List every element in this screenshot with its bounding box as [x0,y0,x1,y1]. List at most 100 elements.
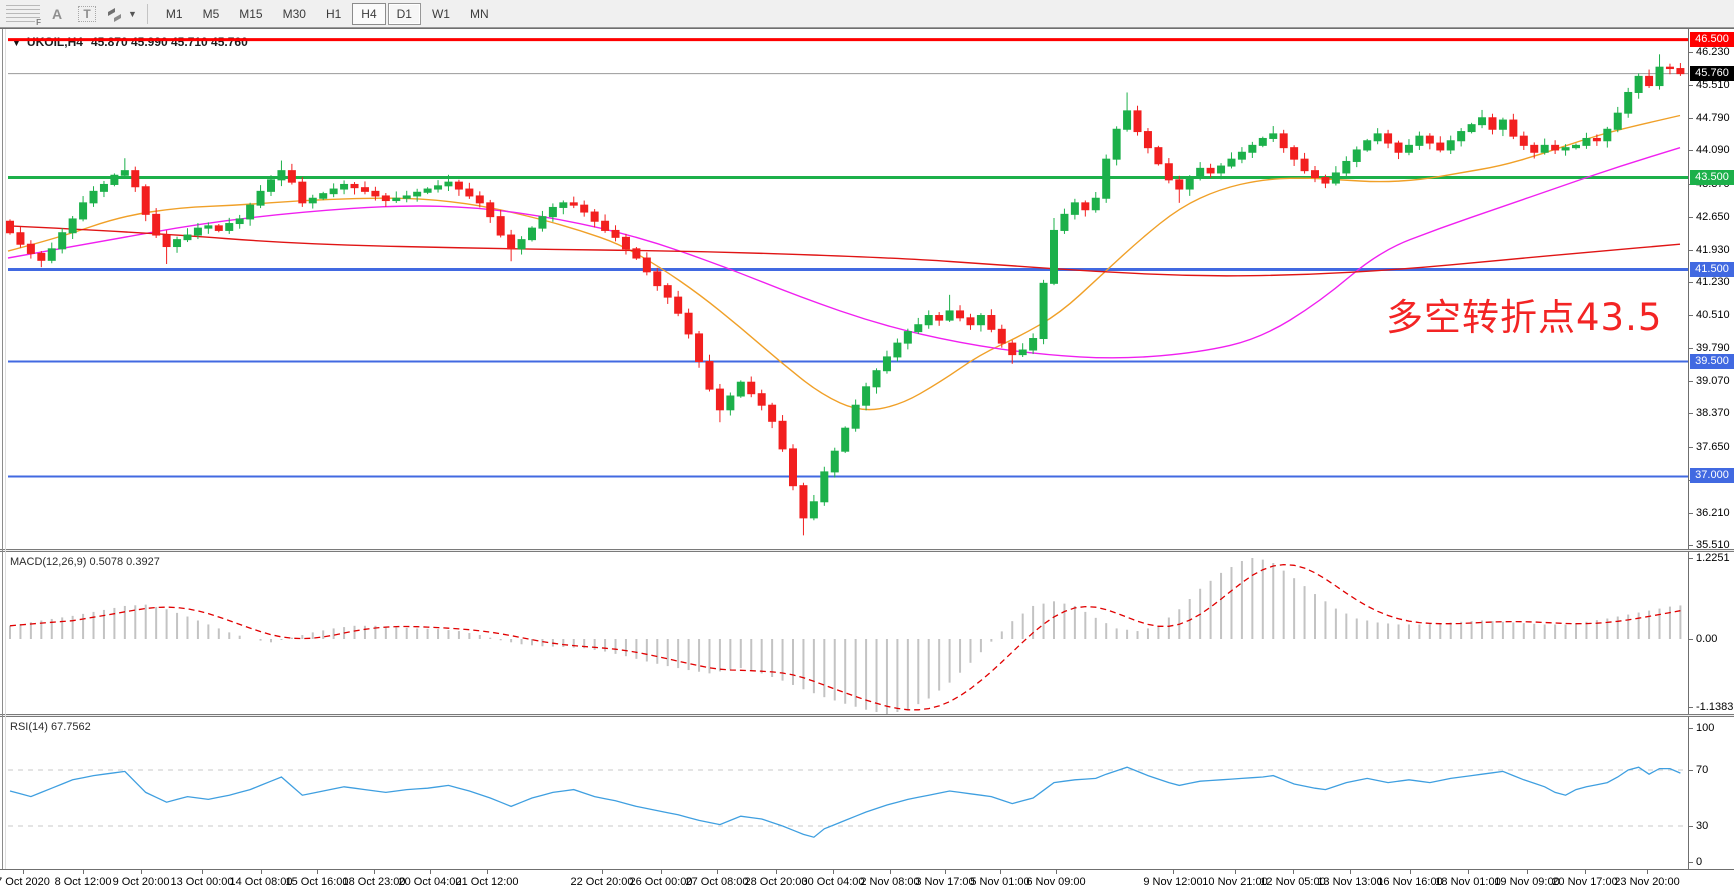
chart-area[interactable]: ▼ UKOIL,H4 45.870 45.990 45.710 45.760 多空转… [0,28,1734,893]
candle-body [340,183,349,190]
symbol-dropdown-marker[interactable]: ▼ [12,38,21,48]
candle-body [454,181,463,190]
candle-body [851,404,860,429]
candle-body [1321,177,1330,184]
candle-body [674,296,683,314]
axis-tick [1689,862,1693,863]
candle-body [1123,110,1132,130]
rsi-panel[interactable]: RSI(14) 67.7562 [0,717,1688,869]
candle-body [131,170,140,188]
price-tick-label: 36.210 [1696,506,1730,519]
candle-body [1279,133,1288,149]
time-axis[interactable]: 7 Oct 2020 8 Oct 12:00 9 Oct 20:00 13 Oct 0… [0,869,1734,893]
candle-body [319,193,328,199]
candle-body [350,183,359,189]
candle-body [246,204,255,220]
time-axis-tick [661,870,662,874]
candle-body [214,225,223,231]
macd-panel[interactable]: MACD(12,26,9) 0.5078 0.3927 [0,552,1688,714]
candle-body [1665,66,1674,70]
timeframe-button-d1[interactable]: D1 [387,2,421,25]
price-tick-label: 41.230 [1696,275,1730,288]
date-label: 20 Nov 17:00 [1552,876,1618,888]
annotation-text[interactable]: 多空转折点43.5 [1386,296,1663,339]
font-tool-button[interactable]: A [44,2,70,26]
timeframe-button-h4[interactable]: H4 [352,2,386,25]
candle-body [329,188,338,195]
date-label: 27 Oct 08:00 [685,876,749,888]
price-tick-label: 38.370 [1696,407,1730,420]
panel-splitter-rsi[interactable] [0,714,1734,717]
candle-body [465,188,474,197]
candle-body [1415,135,1424,146]
date-label: 2 Nov 08:00 [860,876,920,888]
candle-body [778,420,787,450]
window-left-border [2,29,3,869]
timeframe-button-m1[interactable]: M1 [165,6,183,21]
date-label: 15 Oct 16:00 [285,876,349,888]
candle-body [914,324,923,333]
time-axis-tick [1468,870,1469,874]
candle-body [747,381,756,395]
candle-body [1206,167,1215,174]
rsi-tick-label: 30 [1696,820,1709,832]
timeframe-button-w1[interactable]: W1 [431,6,450,21]
timeframe-button-m5[interactable]: M5 [202,6,220,21]
candle-body [799,485,808,519]
candle-body [1039,282,1048,340]
candle-body [1373,133,1382,142]
candle-body [1237,151,1246,160]
candle-body [162,234,171,248]
date-label: 9 Nov 12:00 [1143,876,1203,888]
axis-tick [1689,216,1693,218]
candle-body [47,248,56,261]
macd-axis[interactable]: 1.2251 0.00 -1.1383 [1688,552,1734,714]
candle-body [1363,140,1372,151]
candle-body [976,315,985,326]
price-axis[interactable]: 46.23045.51044.79044.09043.37042.65041.9… [1688,29,1734,551]
candle-body [1384,133,1393,144]
candle-body [1154,147,1163,165]
timeframe-button-mn[interactable]: MN [469,6,489,21]
candle-body [267,179,275,192]
candle-body [152,213,161,236]
candle-body [1676,68,1685,75]
time-axis-tick [261,870,262,874]
candle-body [1008,342,1017,356]
candle-body [392,197,401,202]
axis-tick [1689,52,1693,53]
candle-body [987,315,996,330]
candle-body [601,220,610,231]
chart-symbol-title: ▼ UKOIL,H4 45.870 45.990 45.710 45.760 [12,35,248,49]
text-label-tool-button[interactable]: T [74,2,100,26]
candle-body [1467,124,1476,133]
timeframe-button-h1[interactable]: H1 [325,6,342,21]
grid-freeze-icon[interactable]: F [6,2,42,27]
date-label: 23 Nov 20:00 [1614,876,1680,888]
candle-body [1290,147,1299,160]
date-label: 12 Nov 05:00 [1260,876,1326,888]
candle-body [1060,213,1069,231]
price-tick-label: 37.650 [1696,440,1730,453]
rsi-axis[interactable]: 100 70 30 0 [1688,717,1734,869]
candle-body [371,190,380,197]
time-axis-tick [717,870,718,874]
candle-body [1478,117,1487,126]
panel-splitter-macd[interactable] [0,549,1734,552]
candle-body [141,186,150,215]
toolbar-separator [146,3,148,24]
candle-body [235,218,244,225]
candle-body [444,181,453,187]
candle-body [37,252,46,261]
timeframe-button-m15[interactable]: M15 [239,6,263,21]
candle-body [1551,144,1560,151]
time-axis-tick [23,870,24,874]
timeframe-button-m30[interactable]: M30 [282,6,306,21]
date-label: 5 Nov 01:00 [970,876,1030,888]
styles-dropdown-button[interactable]: ▼ [106,6,137,22]
axis-tick [1689,315,1693,317]
candle-body [1592,137,1601,142]
candle-body [517,239,526,250]
price-badge-41.500: 41.500 [1690,261,1734,277]
price-chart-panel[interactable]: ▼ UKOIL,H4 45.870 45.990 45.710 45.760 多空转… [0,29,1688,549]
